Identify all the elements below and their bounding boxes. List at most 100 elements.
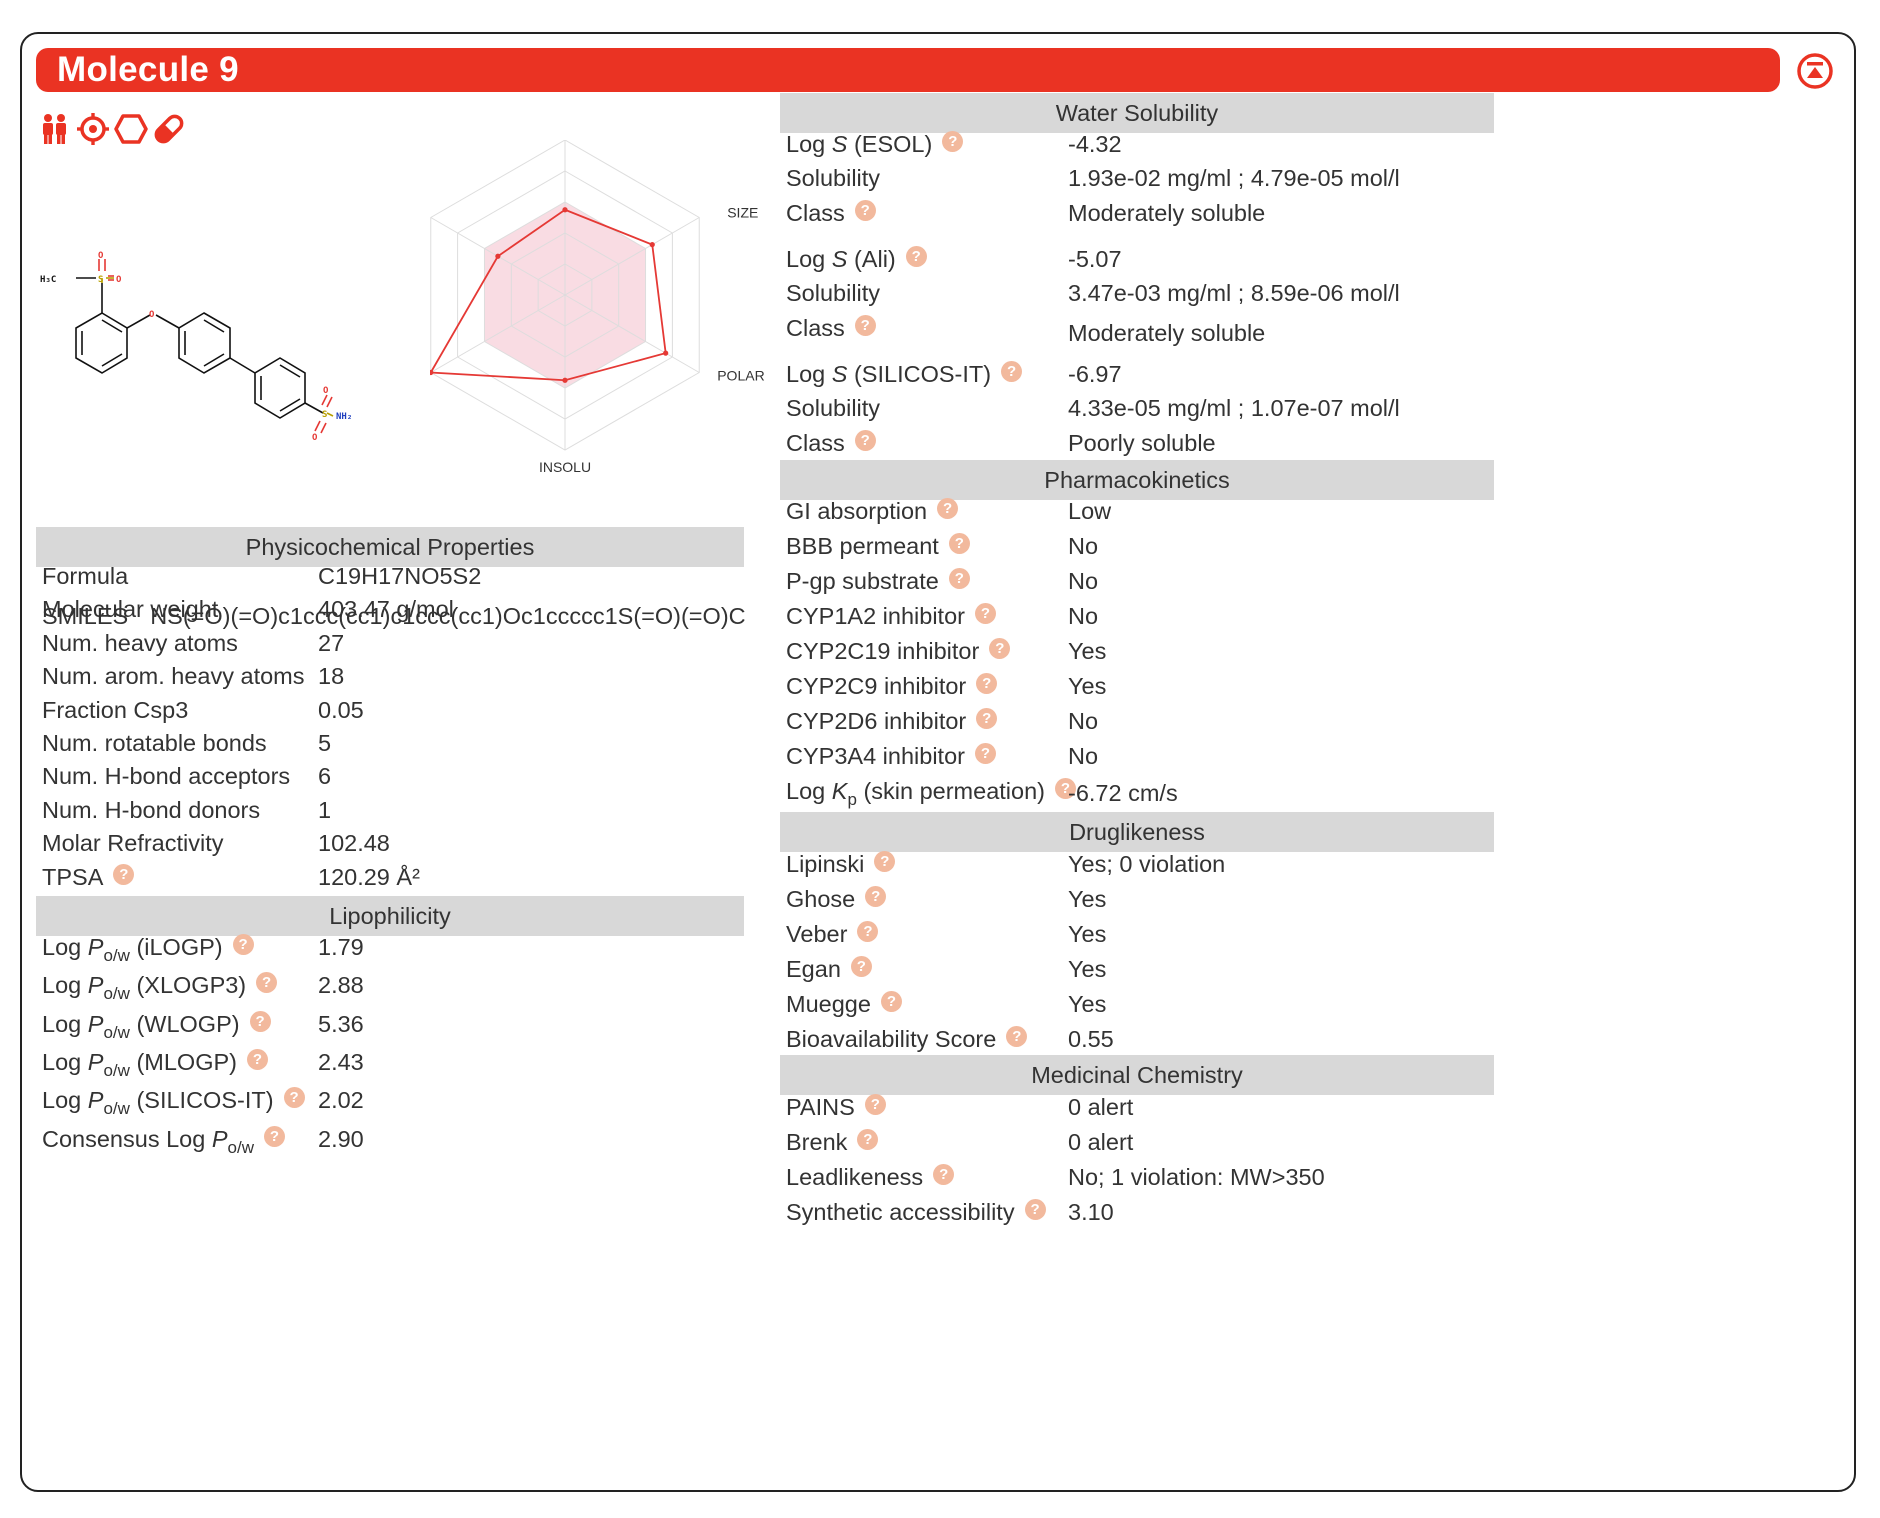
property-label: Class? (786, 423, 876, 463)
consensus-logp-row: Consensus Log Po/w? 2.90 (42, 1119, 744, 1159)
property-label-text: P-gp substrate (786, 568, 939, 594)
property-label-text: Leadlikeness (786, 1164, 924, 1190)
help-icon[interactable]: ? (1001, 361, 1023, 382)
help-icon[interactable]: ? (850, 956, 872, 977)
help-icon[interactable]: ? (864, 1094, 886, 1115)
property-label: TPSA? (42, 857, 135, 897)
logp-label: Log Po/w (MLOGP)? (42, 1042, 268, 1082)
p-subscript: o/w (227, 1137, 254, 1157)
help-icon[interactable]: ? (857, 921, 879, 942)
help-icon[interactable]: ? (933, 1164, 955, 1185)
help-icon[interactable]: ? (948, 533, 970, 554)
property-label-text: Solubility (786, 280, 881, 306)
property-value: 102.48 (318, 830, 390, 857)
help-icon[interactable]: ? (880, 991, 902, 1012)
atom-label: O (323, 386, 329, 396)
atom-label: O (116, 275, 122, 285)
property-value: 0 alert (1068, 1129, 1134, 1155)
physchem-section-header: Physicochemical Properties (36, 527, 744, 567)
help-icon[interactable]: ? (857, 1129, 879, 1150)
p-subscript: o/w (103, 984, 130, 1004)
property-label: Synthetic accessibility? (786, 1192, 1046, 1232)
help-icon[interactable]: ? (264, 1125, 285, 1147)
property-value: 1.93e-02 mg/ml ; 4.79e-05 mol/l (1068, 165, 1400, 191)
property-value: 5 (318, 730, 332, 756)
lipophilicity-row: Log Po/w (MLOGP)? 2.43 (42, 1042, 744, 1082)
property-value: Yes (1068, 991, 1107, 1017)
collapse-up-icon[interactable] (1796, 52, 1834, 90)
property-label: P-gp substrate? (786, 561, 970, 601)
lipophilicity-section-header: Lipophilicity (36, 896, 744, 936)
atom-label: O (312, 433, 318, 443)
property-label-text: Bioavailability Score (786, 1026, 997, 1052)
druglikeness-row: Lipinski? Yes; 0 violation (786, 844, 1494, 884)
solubility-row: Solubility 4.33e-05 mg/ml ; 1.07e-07 mol/… (786, 388, 1494, 428)
help-icon[interactable]: ? (232, 934, 254, 955)
solubility-row: Solubility 1.93e-02 mg/ml ; 4.79e-05 mol/… (786, 158, 1494, 198)
help-icon[interactable]: ? (976, 708, 998, 729)
druglikeness-row: Ghose? Yes (786, 879, 1494, 919)
help-icon[interactable]: ? (1006, 1026, 1028, 1047)
property-label-text: Num. rotatable bonds (42, 730, 267, 756)
property-label-text: Ghose (786, 886, 856, 912)
radar-spoke (430, 294, 566, 373)
help-icon[interactable]: ? (1054, 778, 1076, 799)
drug-likeness-people-icon[interactable] (38, 112, 72, 146)
help-icon[interactable]: ? (976, 673, 998, 694)
property-value: 6 (318, 763, 332, 790)
property-label-text: Lipinski (786, 851, 865, 877)
property-value: 4.33e-05 mg/ml ; 1.07e-07 mol/l (1068, 395, 1400, 421)
druglikeness-row: Egan? Yes (786, 949, 1494, 989)
log-s-label: Log S (Ali)? (786, 239, 927, 279)
p-subscript: o/w (103, 1022, 130, 1042)
log-s-label: Log S (ESOL)? (786, 124, 964, 164)
help-icon[interactable]: ? (942, 131, 964, 152)
hexagon-icon[interactable] (114, 112, 148, 146)
help-icon[interactable]: ? (1024, 1199, 1046, 1220)
log-s-row: Log S (Ali)? -5.07 (786, 239, 1494, 279)
pk-row: CYP2C9 inhibitor? Yes (786, 666, 1494, 706)
help-icon[interactable]: ? (113, 863, 135, 885)
help-icon[interactable]: ? (246, 1048, 268, 1070)
help-icon[interactable]: ? (854, 430, 876, 451)
log-text: Log (42, 934, 82, 960)
property-label-text: Veber (786, 921, 848, 947)
pk-row: CYP2C19 inhibitor? Yes (786, 631, 1494, 671)
property-label: Bioavailability Score? (786, 1019, 1028, 1059)
help-icon[interactable]: ? (874, 851, 896, 872)
help-icon[interactable]: ? (249, 1010, 271, 1032)
help-icon[interactable]: ? (283, 1087, 305, 1109)
help-icon[interactable]: ? (974, 603, 996, 624)
property-label-text: Fraction Csp3 (42, 696, 189, 723)
property-label: Num. heavy atoms (42, 623, 238, 663)
logp-value: 2.88 (318, 972, 364, 999)
p-symbol: P (87, 1010, 104, 1037)
target-icon[interactable] (76, 112, 110, 146)
help-icon[interactable]: ? (854, 200, 876, 221)
help-icon[interactable]: ? (854, 315, 876, 336)
atom-label: S (98, 275, 103, 285)
property-label: Molar Refractivity (42, 823, 224, 863)
property-value: Yes (1068, 673, 1107, 699)
help-icon[interactable]: ? (865, 886, 887, 907)
property-label: Num. arom. heavy atoms (42, 656, 305, 696)
help-icon[interactable]: ? (256, 972, 278, 994)
p-subscript: o/w (103, 1060, 130, 1080)
radar-point-insolu (562, 377, 568, 383)
property-label: Molecular weight (42, 589, 218, 629)
property-label-text: Brenk (786, 1129, 848, 1155)
property-value: 0 alert (1068, 1094, 1134, 1120)
help-icon[interactable]: ? (974, 743, 996, 764)
help-icon[interactable]: ? (937, 498, 959, 519)
help-icon[interactable]: ? (905, 246, 927, 267)
log-text: Log (42, 1048, 82, 1075)
physchem-row: TPSA? 120.29 Å² (42, 857, 744, 897)
help-icon[interactable]: ? (989, 638, 1011, 659)
molecule-structure-drawing: O O H₃C S O O S O NH₂ (40, 251, 352, 443)
property-value: 0.05 (318, 696, 364, 723)
pill-icon[interactable] (152, 112, 186, 146)
help-icon[interactable]: ? (948, 568, 970, 589)
property-value: Yes (1068, 886, 1107, 912)
property-value: Moderately soluble (1068, 320, 1266, 346)
log-s-value: -6.97 (1068, 361, 1122, 387)
